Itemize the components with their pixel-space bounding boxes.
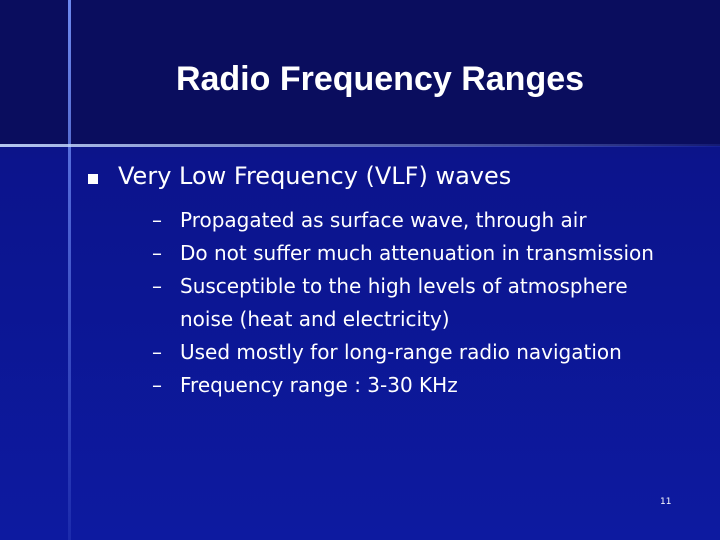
sub-bullet: Susceptible to the high levels of atmosp… <box>118 270 640 336</box>
slide-title: Radio Frequency Ranges <box>175 60 585 98</box>
sub-bullet: Do not suffer much attenuation in transm… <box>118 237 688 270</box>
bullet-text: Very Low Frequency (VLF) waves <box>118 162 512 190</box>
sub-list: Propagated as surface wave, through air … <box>118 204 688 402</box>
bullet-list: Very Low Frequency (VLF) waves Propagate… <box>88 162 688 402</box>
bullet: Very Low Frequency (VLF) waves Propagate… <box>88 162 688 402</box>
decor-line <box>68 0 71 540</box>
page-number: 11 <box>660 497 672 507</box>
decor-line <box>0 144 720 147</box>
sub-bullet: Used mostly for long-range radio navigat… <box>118 336 688 369</box>
sub-bullet: Propagated as surface wave, through air <box>118 204 688 237</box>
sub-bullet: Frequency range : 3-30 KHz <box>118 369 688 402</box>
title-band <box>0 0 720 146</box>
